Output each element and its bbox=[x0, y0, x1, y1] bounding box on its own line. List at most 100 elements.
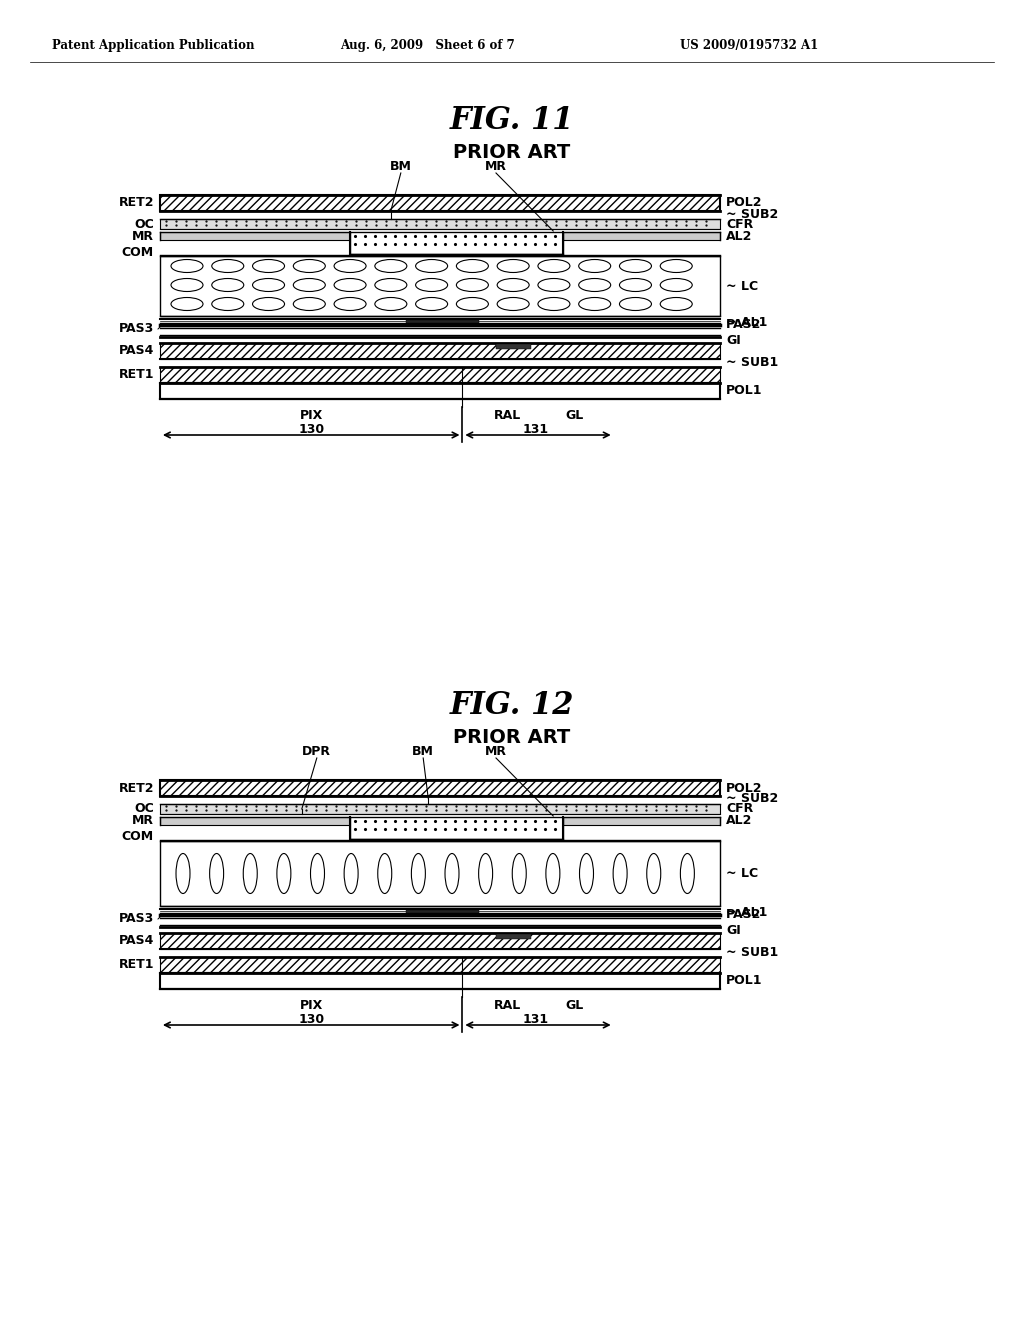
Ellipse shape bbox=[293, 297, 326, 310]
Ellipse shape bbox=[546, 854, 560, 894]
Ellipse shape bbox=[538, 260, 570, 272]
Ellipse shape bbox=[334, 297, 366, 310]
Bar bbox=[160, 780, 720, 796]
Text: GI: GI bbox=[726, 924, 740, 937]
Ellipse shape bbox=[171, 279, 203, 292]
Text: 131: 131 bbox=[522, 422, 548, 436]
Ellipse shape bbox=[171, 297, 203, 310]
Ellipse shape bbox=[378, 854, 392, 894]
Ellipse shape bbox=[212, 297, 244, 310]
Bar bbox=[160, 367, 720, 383]
Text: RAL: RAL bbox=[494, 409, 521, 422]
Ellipse shape bbox=[680, 854, 694, 894]
Text: FIG. 12: FIG. 12 bbox=[450, 690, 574, 721]
Text: COM: COM bbox=[122, 830, 154, 843]
Ellipse shape bbox=[512, 854, 526, 894]
Text: AL2: AL2 bbox=[726, 814, 753, 828]
Text: ~ SUB2: ~ SUB2 bbox=[726, 792, 778, 805]
Ellipse shape bbox=[620, 279, 651, 292]
Text: MR: MR bbox=[132, 814, 154, 828]
Ellipse shape bbox=[310, 854, 325, 894]
Ellipse shape bbox=[176, 854, 190, 894]
Ellipse shape bbox=[344, 854, 358, 894]
Bar bbox=[160, 232, 350, 240]
Text: US 2009/0195732 A1: US 2009/0195732 A1 bbox=[680, 38, 818, 51]
Bar bbox=[160, 343, 720, 359]
Ellipse shape bbox=[212, 279, 244, 292]
Text: COM: COM bbox=[122, 246, 154, 259]
Text: MR: MR bbox=[485, 160, 507, 173]
Text: OC: OC bbox=[134, 218, 154, 231]
Bar bbox=[563, 817, 720, 825]
Ellipse shape bbox=[498, 260, 529, 272]
Bar bbox=[160, 195, 720, 211]
Text: ~ AL1: ~ AL1 bbox=[726, 315, 767, 329]
Ellipse shape bbox=[212, 260, 244, 272]
Ellipse shape bbox=[375, 260, 407, 272]
Ellipse shape bbox=[478, 854, 493, 894]
Text: PIX: PIX bbox=[300, 409, 323, 422]
Bar bbox=[407, 909, 479, 913]
Bar bbox=[496, 935, 531, 939]
Bar bbox=[160, 817, 350, 825]
Ellipse shape bbox=[445, 854, 459, 894]
Ellipse shape bbox=[293, 260, 326, 272]
Ellipse shape bbox=[375, 279, 407, 292]
Text: RET2: RET2 bbox=[119, 781, 154, 795]
Bar bbox=[160, 933, 720, 949]
Bar bbox=[160, 219, 720, 228]
Text: MR: MR bbox=[485, 744, 507, 758]
Text: POL2: POL2 bbox=[726, 197, 763, 210]
Ellipse shape bbox=[457, 297, 488, 310]
Bar bbox=[350, 817, 563, 840]
Text: BM: BM bbox=[413, 744, 434, 758]
Text: GL: GL bbox=[565, 409, 584, 422]
Text: GL: GL bbox=[565, 999, 584, 1012]
Text: MR: MR bbox=[132, 230, 154, 243]
Bar bbox=[160, 256, 720, 315]
Text: CFR: CFR bbox=[726, 803, 754, 816]
Ellipse shape bbox=[457, 260, 488, 272]
Ellipse shape bbox=[276, 854, 291, 894]
Ellipse shape bbox=[579, 260, 610, 272]
Text: FIG. 11: FIG. 11 bbox=[450, 106, 574, 136]
Text: GI: GI bbox=[726, 334, 740, 347]
Ellipse shape bbox=[416, 260, 447, 272]
Bar bbox=[160, 973, 720, 989]
Text: PRIOR ART: PRIOR ART bbox=[454, 143, 570, 162]
Text: PAS4: PAS4 bbox=[119, 345, 154, 358]
Ellipse shape bbox=[293, 279, 326, 292]
Ellipse shape bbox=[253, 279, 285, 292]
Ellipse shape bbox=[660, 297, 692, 310]
Ellipse shape bbox=[660, 260, 692, 272]
Text: BM: BM bbox=[390, 160, 412, 173]
Ellipse shape bbox=[647, 854, 660, 894]
Text: AL2: AL2 bbox=[726, 230, 753, 243]
Bar bbox=[496, 345, 531, 348]
Text: PAS3: PAS3 bbox=[119, 322, 154, 335]
Text: PAS4: PAS4 bbox=[119, 935, 154, 948]
Ellipse shape bbox=[613, 854, 627, 894]
Ellipse shape bbox=[498, 279, 529, 292]
Ellipse shape bbox=[620, 260, 651, 272]
Text: PAS3: PAS3 bbox=[119, 912, 154, 925]
Bar bbox=[407, 319, 479, 323]
Text: PRIOR ART: PRIOR ART bbox=[454, 729, 570, 747]
Ellipse shape bbox=[579, 297, 610, 310]
Text: Aug. 6, 2009   Sheet 6 of 7: Aug. 6, 2009 Sheet 6 of 7 bbox=[340, 38, 515, 51]
Text: OC: OC bbox=[134, 803, 154, 816]
Ellipse shape bbox=[244, 854, 257, 894]
Bar bbox=[160, 841, 720, 906]
Ellipse shape bbox=[210, 854, 223, 894]
Bar bbox=[160, 804, 720, 814]
Ellipse shape bbox=[660, 279, 692, 292]
Ellipse shape bbox=[579, 279, 610, 292]
Text: PAS2: PAS2 bbox=[726, 908, 762, 921]
Text: Patent Application Publication: Patent Application Publication bbox=[52, 38, 255, 51]
Ellipse shape bbox=[538, 297, 570, 310]
Text: DPR: DPR bbox=[302, 744, 332, 758]
Ellipse shape bbox=[171, 260, 203, 272]
Ellipse shape bbox=[253, 260, 285, 272]
Text: ~ SUB1: ~ SUB1 bbox=[726, 946, 778, 960]
Ellipse shape bbox=[416, 279, 447, 292]
